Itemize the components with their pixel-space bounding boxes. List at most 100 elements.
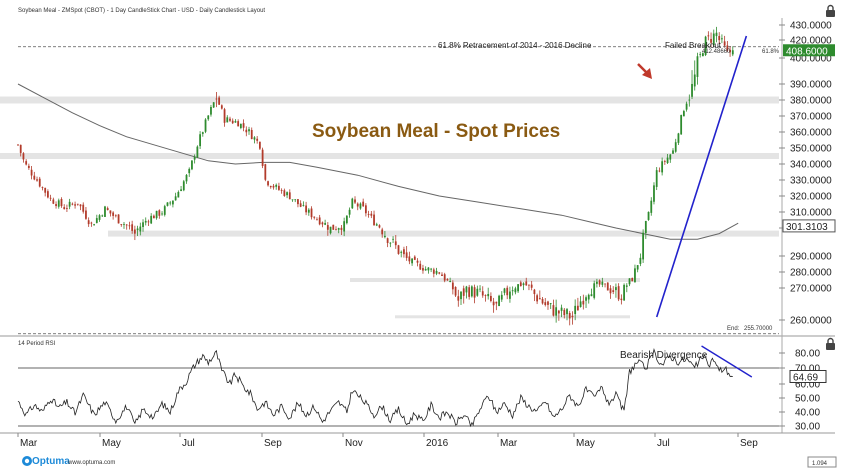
candle-body — [413, 256, 416, 260]
candle-body — [19, 144, 22, 153]
candle-body — [60, 199, 63, 207]
candle-body — [71, 203, 74, 205]
candle-body — [264, 164, 267, 180]
candle-body — [465, 286, 468, 293]
candle-body — [552, 305, 555, 316]
candle-body — [411, 258, 413, 264]
price-tick-label: 330.0000 — [790, 176, 832, 187]
support-band-1 — [0, 96, 779, 104]
retracement-pct-label: 61.8% — [762, 49, 780, 55]
ma-value-badge — [782, 219, 836, 233]
candle-body — [419, 263, 422, 270]
brand-url[interactable]: www.optuma.com — [67, 460, 115, 466]
candle-body — [250, 129, 253, 140]
lock-icon-rsi[interactable] — [826, 337, 835, 351]
candle-body — [547, 301, 549, 305]
time-tick-label: Mar — [500, 438, 518, 449]
candle-body — [617, 286, 620, 300]
candle-body — [557, 310, 560, 314]
candle-body — [536, 295, 539, 302]
candle-body — [340, 227, 343, 231]
candle-body — [199, 134, 201, 147]
candle-body — [310, 208, 313, 218]
price-tick-label: 400.0000 — [790, 54, 832, 65]
candle-body — [166, 202, 169, 206]
time-tick-label: 2016 — [426, 438, 449, 449]
candle-body — [177, 191, 180, 198]
candle-body — [242, 123, 245, 128]
candle-body — [693, 74, 696, 87]
candle-body — [93, 224, 95, 226]
candle-body — [142, 222, 144, 227]
candle-body — [593, 283, 596, 298]
candle-body — [571, 315, 574, 318]
candle-body — [476, 288, 479, 296]
candle-body — [568, 312, 571, 319]
candle-body — [207, 115, 210, 120]
candle-body — [294, 199, 297, 201]
candle-body — [430, 268, 433, 270]
rsi-current-badge — [789, 369, 827, 383]
candle-body — [685, 103, 688, 110]
candle-body — [256, 138, 259, 141]
candle-body — [560, 307, 563, 311]
candle-body — [55, 204, 57, 207]
candle-body — [343, 221, 346, 232]
scale-value: 1.094 — [812, 461, 828, 467]
candle-body — [718, 35, 721, 41]
candle-body — [538, 298, 541, 300]
candle-body — [533, 289, 536, 295]
candle-body — [375, 224, 378, 226]
candle-body — [381, 229, 384, 235]
lock-icon[interactable] — [826, 4, 835, 18]
time-tick-label: Sep — [264, 438, 282, 449]
candle-body — [699, 54, 702, 56]
candle-body — [490, 295, 492, 301]
candle-body — [457, 296, 460, 301]
candle-body — [234, 121, 237, 123]
candle-body — [674, 142, 677, 152]
end-value-label: 255.70000 — [744, 326, 773, 332]
support-resistance-bands — [0, 96, 779, 319]
candle-body — [123, 224, 125, 226]
candle-body — [196, 146, 199, 158]
candle-body — [329, 226, 332, 234]
candle-body — [525, 281, 528, 286]
rsi-axis: 80.00 70.00 60.00 50.00 40.00 30.00 64.69 — [779, 349, 827, 433]
candle-body — [212, 102, 215, 108]
candle-body — [596, 281, 598, 284]
candle-body — [487, 294, 490, 297]
candle-body — [522, 283, 525, 286]
candle-body — [275, 184, 278, 187]
price-tick-label: 320.0000 — [790, 192, 832, 203]
candle-body — [598, 280, 601, 285]
candle-body — [359, 203, 362, 209]
candle-body — [691, 83, 693, 97]
candle-body — [653, 185, 655, 202]
candle-body — [511, 290, 514, 292]
candle-body — [468, 287, 471, 297]
candle-body — [229, 118, 231, 121]
candle-body — [373, 214, 375, 226]
scale-badge[interactable] — [807, 456, 837, 468]
rsi-tick-label: 30.00 — [795, 422, 820, 433]
rsi-line — [17, 348, 733, 428]
candle-body — [609, 288, 612, 294]
candle-body — [313, 216, 316, 218]
candle-body — [604, 283, 606, 285]
candle-body — [506, 287, 509, 296]
time-tick-label: Jul — [182, 438, 195, 449]
price-tick-label: 350.0000 — [790, 144, 832, 155]
candle-body — [647, 211, 650, 220]
candle-body — [470, 286, 473, 297]
candle-body — [280, 190, 283, 191]
candle-body — [305, 205, 307, 213]
end-label: End: — [727, 326, 740, 332]
candle-body — [85, 210, 87, 219]
candle-body — [721, 38, 723, 40]
candle-body — [680, 115, 683, 135]
candle-body — [566, 309, 568, 315]
candle-body — [231, 120, 234, 124]
candle-body — [492, 301, 495, 306]
